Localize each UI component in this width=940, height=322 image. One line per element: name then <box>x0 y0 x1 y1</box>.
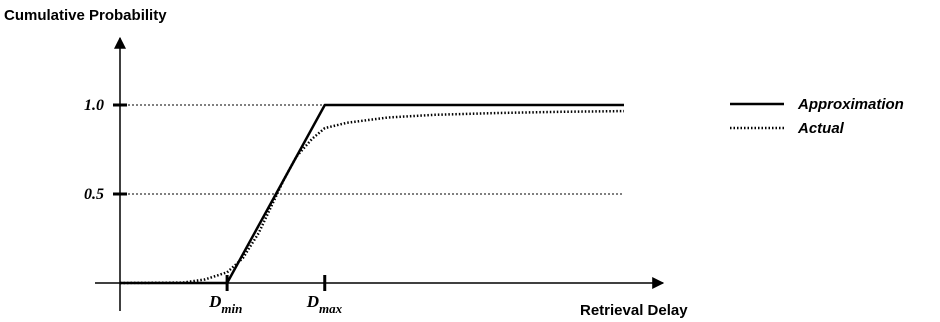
legend-label-approximation: Approximation <box>797 96 904 113</box>
y-tick-label-0: 1.0 <box>84 97 104 114</box>
y-tick-label-1: 0.5 <box>84 186 104 203</box>
legend-label-actual: Actual <box>797 120 845 137</box>
y-axis-title: Cumulative Probability <box>4 7 167 24</box>
reference-lines <box>120 104 622 195</box>
legend: Approximation Actual <box>730 96 904 137</box>
series-layer <box>119 103 625 285</box>
x-axis-title: Retrieval Delay <box>580 302 688 319</box>
x-marks: Dmin Dmax <box>208 275 343 316</box>
x-mark-label-dmin: Dmin <box>208 292 242 316</box>
x-mark-label-dmax: Dmax <box>306 292 343 316</box>
y-ticks: 1.0 0.5 <box>84 97 127 203</box>
series-line-actual <box>119 109 625 285</box>
